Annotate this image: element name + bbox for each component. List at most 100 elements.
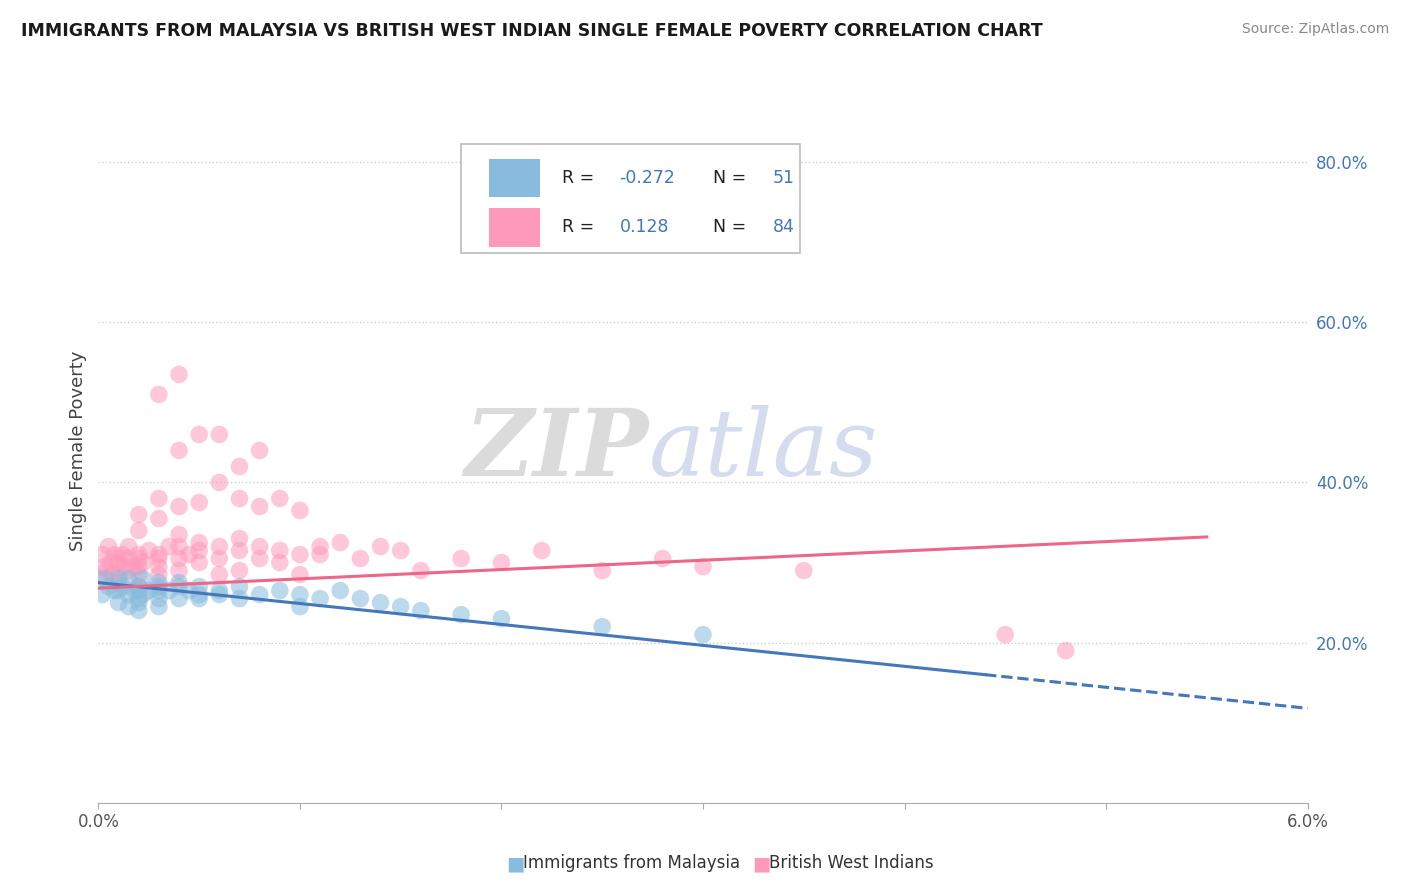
Point xyxy=(370,540,392,554)
Point xyxy=(188,427,211,442)
Point xyxy=(128,604,150,618)
Point xyxy=(157,583,180,598)
Point xyxy=(128,548,150,562)
Point xyxy=(91,548,114,562)
Point xyxy=(128,559,150,574)
Point xyxy=(107,551,129,566)
Point xyxy=(118,540,141,554)
Point xyxy=(208,427,231,442)
Point xyxy=(118,572,141,586)
Point xyxy=(188,495,211,509)
Point xyxy=(148,580,170,594)
Point xyxy=(89,572,111,586)
Point xyxy=(167,500,190,514)
Point xyxy=(288,588,311,602)
Point xyxy=(107,596,129,610)
Point xyxy=(370,596,392,610)
Point xyxy=(132,588,155,602)
Point xyxy=(128,567,150,582)
Point xyxy=(491,556,513,570)
Point xyxy=(228,543,250,558)
Point xyxy=(138,543,160,558)
Point xyxy=(107,567,129,582)
Point xyxy=(591,564,613,578)
Point xyxy=(101,567,124,582)
Point xyxy=(591,619,613,633)
Point xyxy=(389,543,412,558)
Point xyxy=(128,508,150,522)
Point xyxy=(208,567,231,582)
Bar xyxy=(489,159,540,197)
Point xyxy=(188,556,211,570)
Point xyxy=(228,532,250,546)
Point xyxy=(249,540,271,554)
Point xyxy=(91,588,114,602)
Point xyxy=(249,500,271,514)
Point xyxy=(111,580,134,594)
Point xyxy=(128,596,150,610)
Text: atlas: atlas xyxy=(648,406,879,495)
Point xyxy=(148,551,170,566)
Point xyxy=(651,551,673,566)
Text: 84: 84 xyxy=(773,219,794,236)
Point xyxy=(1054,643,1077,657)
Point xyxy=(167,564,190,578)
Point xyxy=(118,564,141,578)
Text: Source: ZipAtlas.com: Source: ZipAtlas.com xyxy=(1241,22,1389,37)
Point xyxy=(491,612,513,626)
Point xyxy=(188,591,211,606)
Point xyxy=(167,368,190,382)
Point xyxy=(128,580,150,594)
Text: -0.272: -0.272 xyxy=(620,169,675,187)
Text: 51: 51 xyxy=(773,169,796,187)
Point xyxy=(111,548,134,562)
Point xyxy=(208,475,231,490)
Point xyxy=(228,564,250,578)
Point xyxy=(309,591,332,606)
Point xyxy=(288,503,311,517)
Point xyxy=(97,580,120,594)
Point xyxy=(107,556,129,570)
Point xyxy=(167,551,190,566)
Point xyxy=(409,564,432,578)
Point xyxy=(249,551,271,566)
Point xyxy=(208,588,231,602)
Point xyxy=(208,551,231,566)
Point xyxy=(118,588,141,602)
Point xyxy=(100,556,122,570)
Text: ■: ■ xyxy=(506,854,524,873)
Text: R =: R = xyxy=(561,169,599,187)
Point xyxy=(167,591,190,606)
Point xyxy=(208,583,231,598)
Point xyxy=(148,491,170,506)
Point xyxy=(148,599,170,614)
Point xyxy=(138,583,160,598)
Point xyxy=(188,588,211,602)
Point xyxy=(124,583,146,598)
Point xyxy=(188,543,211,558)
Point xyxy=(107,583,129,598)
Point xyxy=(128,583,150,598)
Point xyxy=(450,551,472,566)
Point xyxy=(179,548,201,562)
Point xyxy=(450,607,472,622)
Point xyxy=(994,627,1017,641)
Point xyxy=(228,491,250,506)
Point xyxy=(309,548,332,562)
Bar xyxy=(489,208,540,246)
Point xyxy=(329,535,352,549)
Point xyxy=(167,443,190,458)
Point xyxy=(349,551,371,566)
Point xyxy=(107,572,129,586)
Point xyxy=(114,559,136,574)
Point xyxy=(132,572,155,586)
Text: IMMIGRANTS FROM MALAYSIA VS BRITISH WEST INDIAN SINGLE FEMALE POVERTY CORRELATIO: IMMIGRANTS FROM MALAYSIA VS BRITISH WEST… xyxy=(21,22,1043,40)
Point xyxy=(530,543,553,558)
Point xyxy=(103,548,125,562)
Point xyxy=(148,559,170,574)
Point xyxy=(269,556,291,570)
Point xyxy=(167,575,190,590)
Point xyxy=(228,459,250,474)
Point xyxy=(349,591,371,606)
Point xyxy=(148,548,170,562)
